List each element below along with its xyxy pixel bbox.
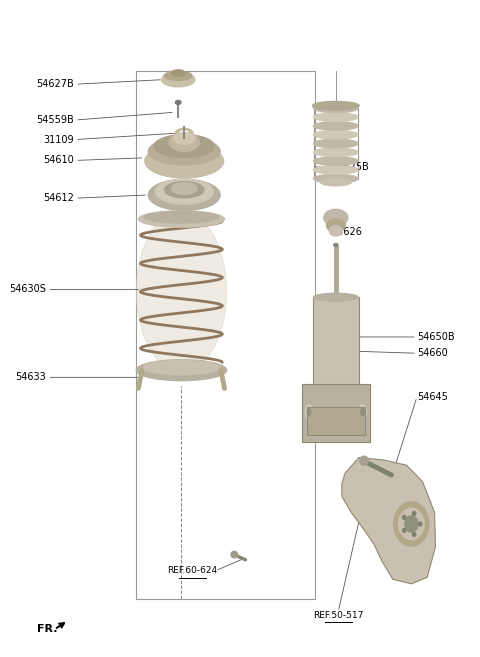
Ellipse shape bbox=[175, 101, 181, 104]
Ellipse shape bbox=[412, 511, 416, 515]
Ellipse shape bbox=[148, 179, 220, 211]
Ellipse shape bbox=[313, 148, 358, 156]
Ellipse shape bbox=[231, 551, 238, 558]
Ellipse shape bbox=[324, 210, 348, 226]
Ellipse shape bbox=[307, 408, 311, 415]
Text: 54630S: 54630S bbox=[9, 284, 46, 294]
Ellipse shape bbox=[180, 131, 188, 135]
Text: FR.: FR. bbox=[37, 624, 57, 635]
Ellipse shape bbox=[165, 181, 204, 198]
Ellipse shape bbox=[334, 244, 338, 247]
Text: REF.50-517: REF.50-517 bbox=[313, 610, 363, 620]
Ellipse shape bbox=[136, 212, 227, 372]
Ellipse shape bbox=[361, 408, 365, 415]
Ellipse shape bbox=[313, 122, 358, 130]
Ellipse shape bbox=[313, 293, 358, 301]
FancyBboxPatch shape bbox=[313, 296, 359, 428]
Text: 31109: 31109 bbox=[43, 135, 74, 145]
Ellipse shape bbox=[136, 360, 227, 380]
Ellipse shape bbox=[403, 516, 406, 520]
Ellipse shape bbox=[164, 71, 192, 80]
Ellipse shape bbox=[320, 178, 351, 186]
Text: 54627B: 54627B bbox=[36, 79, 74, 89]
Ellipse shape bbox=[313, 131, 358, 139]
Text: 54633: 54633 bbox=[15, 373, 46, 382]
Ellipse shape bbox=[144, 212, 218, 223]
Ellipse shape bbox=[405, 516, 418, 532]
Ellipse shape bbox=[143, 361, 220, 374]
Ellipse shape bbox=[148, 137, 220, 165]
Ellipse shape bbox=[394, 502, 429, 546]
Ellipse shape bbox=[139, 211, 224, 227]
Text: 54626: 54626 bbox=[331, 227, 362, 237]
Ellipse shape bbox=[313, 113, 358, 122]
Ellipse shape bbox=[329, 225, 342, 236]
Ellipse shape bbox=[155, 179, 213, 204]
Ellipse shape bbox=[313, 104, 358, 112]
Ellipse shape bbox=[171, 183, 197, 194]
Ellipse shape bbox=[360, 456, 368, 465]
Text: 54610: 54610 bbox=[43, 156, 74, 166]
Ellipse shape bbox=[169, 133, 199, 151]
Text: 54645: 54645 bbox=[417, 392, 448, 402]
Ellipse shape bbox=[412, 533, 416, 536]
Text: 54559B: 54559B bbox=[36, 115, 74, 125]
Ellipse shape bbox=[326, 219, 345, 232]
Ellipse shape bbox=[359, 405, 366, 419]
Text: 54625B: 54625B bbox=[331, 162, 369, 172]
Ellipse shape bbox=[313, 157, 358, 166]
Ellipse shape bbox=[419, 522, 422, 526]
Ellipse shape bbox=[399, 509, 424, 539]
Text: 54660: 54660 bbox=[417, 348, 448, 358]
FancyBboxPatch shape bbox=[301, 384, 370, 442]
Polygon shape bbox=[342, 457, 435, 584]
Ellipse shape bbox=[175, 129, 193, 137]
Ellipse shape bbox=[313, 139, 358, 148]
Ellipse shape bbox=[171, 70, 185, 76]
Ellipse shape bbox=[312, 101, 359, 110]
Ellipse shape bbox=[161, 72, 195, 87]
Text: REF.60-624: REF.60-624 bbox=[167, 566, 217, 576]
Ellipse shape bbox=[403, 528, 406, 532]
Ellipse shape bbox=[145, 144, 224, 178]
Ellipse shape bbox=[313, 166, 358, 174]
Ellipse shape bbox=[313, 174, 358, 183]
Ellipse shape bbox=[305, 405, 312, 419]
Text: 54612: 54612 bbox=[43, 193, 74, 203]
Text: 54650B: 54650B bbox=[417, 332, 455, 342]
Ellipse shape bbox=[154, 135, 215, 158]
Ellipse shape bbox=[174, 133, 195, 144]
FancyBboxPatch shape bbox=[307, 407, 365, 435]
